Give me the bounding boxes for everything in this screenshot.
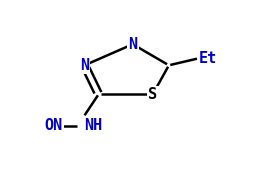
Text: NH: NH bbox=[84, 118, 103, 133]
Text: N: N bbox=[80, 58, 89, 73]
Text: ON: ON bbox=[45, 118, 63, 133]
Text: S: S bbox=[148, 87, 157, 102]
Text: Et: Et bbox=[199, 51, 217, 66]
Text: N: N bbox=[128, 37, 137, 52]
